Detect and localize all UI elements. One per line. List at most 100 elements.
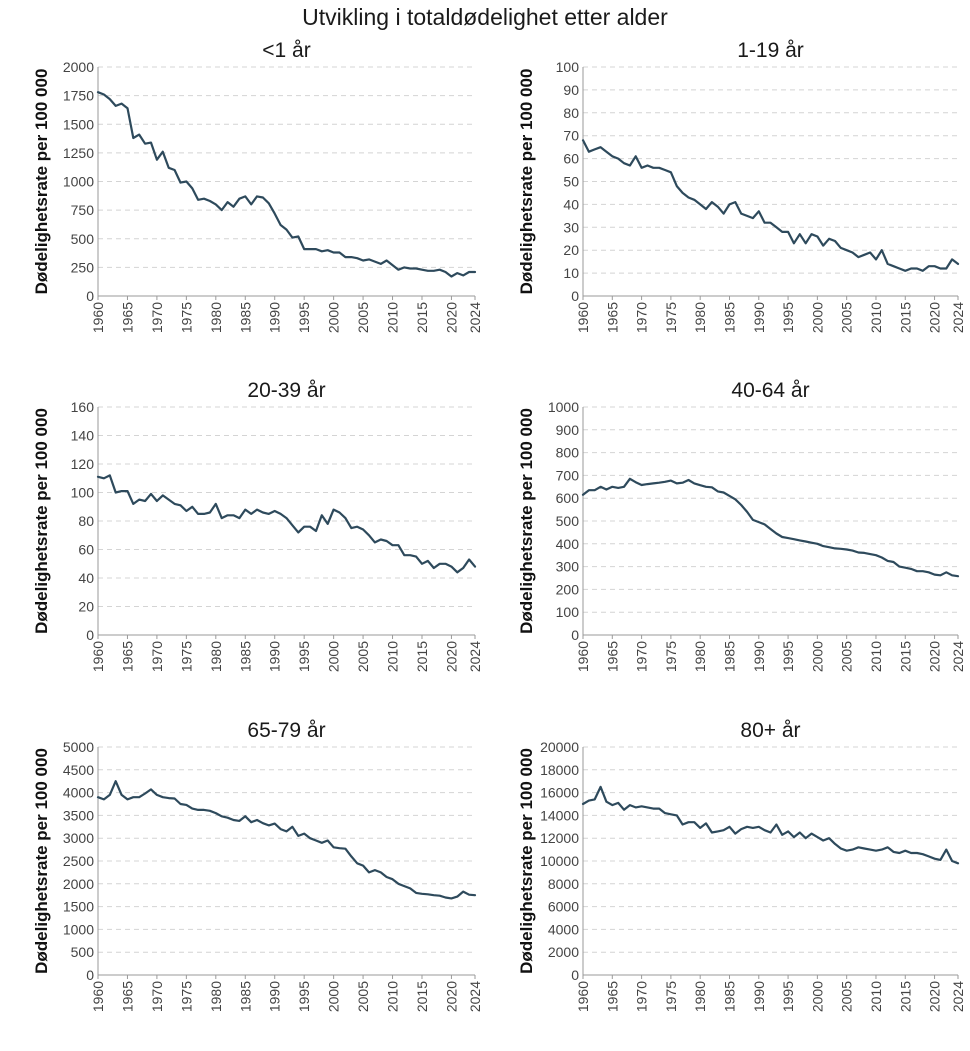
data-point [687, 196, 689, 198]
data-point [646, 483, 648, 485]
data-point [605, 488, 607, 490]
data-point [185, 804, 187, 806]
data-point [664, 812, 666, 814]
data-point [775, 532, 777, 534]
data-point [144, 143, 146, 145]
data-point [215, 812, 217, 814]
data-point [291, 237, 293, 239]
x-tick-label: 1985 [237, 981, 253, 1012]
data-point [397, 883, 399, 885]
x-tick-label: 1990 [751, 641, 767, 672]
data-point [805, 242, 807, 244]
data-point [415, 556, 417, 558]
data-point [676, 482, 678, 484]
data-point [857, 846, 859, 848]
data-point [723, 213, 725, 215]
data-point [474, 894, 476, 896]
x-tick-label: 1980 [692, 641, 708, 672]
x-tick-label: 1960 [575, 641, 591, 672]
data-point [256, 819, 258, 821]
data-point [945, 267, 947, 269]
y-tick-label: 1250 [63, 145, 94, 161]
y-tick-label: 4000 [548, 921, 579, 937]
data-point [723, 829, 725, 831]
x-tick-label: 2020 [443, 302, 459, 333]
data-point [350, 855, 352, 857]
data-point [810, 542, 812, 544]
data-point [875, 258, 877, 260]
data-point [274, 510, 276, 512]
data-point [321, 250, 323, 252]
data-point [734, 201, 736, 203]
data-point [191, 808, 193, 810]
data-point [805, 837, 807, 839]
y-tick-label: 400 [556, 536, 580, 552]
data-point [356, 526, 358, 528]
series-line [581, 785, 960, 865]
data-point [611, 486, 613, 488]
data-point [793, 836, 795, 838]
data-point [793, 538, 795, 540]
data-point [309, 248, 311, 250]
y-tick-label: 3500 [63, 807, 94, 823]
y-axis-label: Dødelighetsrate per 100 000 [517, 748, 536, 974]
data-point [162, 796, 164, 798]
data-point [115, 491, 117, 493]
data-point [309, 837, 311, 839]
x-tick-label: 2010 [385, 641, 401, 672]
data-point [262, 511, 264, 513]
x-tick-label: 2010 [868, 981, 884, 1012]
x-tick-label: 2010 [868, 302, 884, 333]
data-point [828, 546, 830, 548]
data-point [174, 503, 176, 505]
data-point [362, 528, 364, 530]
x-tick-label: 1980 [208, 981, 224, 1012]
data-point [717, 490, 719, 492]
data-point [232, 514, 234, 516]
data-point [617, 802, 619, 804]
y-tick-label: 0 [86, 627, 94, 643]
data-point [746, 511, 748, 513]
series-line [581, 139, 960, 272]
data-point [421, 269, 423, 271]
data-point [904, 270, 906, 272]
data-point [285, 830, 287, 832]
data-point [344, 256, 346, 258]
x-tick-label: 2010 [868, 641, 884, 672]
data-point [646, 806, 648, 808]
y-tick-label: 2000 [63, 59, 94, 75]
y-tick-label: 80 [78, 513, 94, 529]
data-point [156, 159, 158, 161]
data-point [462, 274, 464, 276]
data-point [641, 484, 643, 486]
x-tick-label: 1970 [149, 302, 165, 333]
x-tick-label: 2015 [414, 302, 430, 333]
data-point [168, 167, 170, 169]
data-point [238, 820, 240, 822]
data-point [705, 822, 707, 824]
data-point [863, 847, 865, 849]
y-tick-label: 100 [71, 485, 95, 501]
data-point [344, 517, 346, 519]
data-point [840, 847, 842, 849]
data-point [594, 148, 596, 150]
y-tick-label: 1750 [63, 88, 94, 104]
data-point [951, 574, 953, 576]
y-tick-label: 0 [571, 288, 579, 304]
data-point [857, 551, 859, 553]
data-point [280, 828, 282, 830]
data-point [121, 794, 123, 796]
x-tick-label: 1965 [119, 981, 135, 1012]
data-point [374, 541, 376, 543]
data-point [641, 167, 643, 169]
data-point [274, 823, 276, 825]
y-tick-label: 20 [563, 242, 579, 258]
data-point [623, 162, 625, 164]
data-point [109, 474, 111, 476]
data-point [840, 247, 842, 249]
y-tick-label: 100 [556, 604, 580, 620]
x-tick-label: 1985 [721, 981, 737, 1012]
y-tick-label: 600 [556, 490, 580, 506]
x-tick-label: 2000 [326, 641, 342, 672]
data-point [327, 523, 329, 525]
